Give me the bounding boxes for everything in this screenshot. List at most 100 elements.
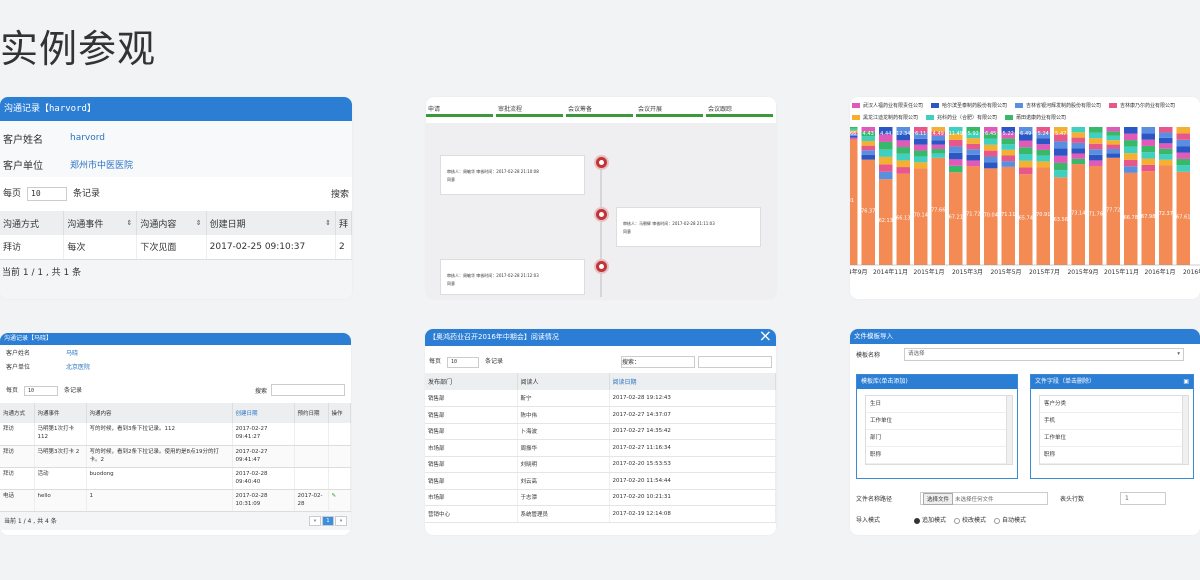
bar-top-label: 6.11 bbox=[915, 131, 926, 137]
legend-item[interactable]: 吉林省银河辉发制药股份有限公司 bbox=[1015, 100, 1101, 111]
records-table: 沟通方式 沟通事件 沟通内容 创建日期 预约日期 操作 拜访 马明第1次打卡 11… bbox=[0, 403, 351, 512]
sort-icon[interactable]: ⇕ bbox=[325, 219, 331, 227]
card-title: 文件模板导入 bbox=[854, 332, 893, 340]
bar-segment bbox=[1019, 174, 1033, 265]
customer-name-value[interactable]: harvord bbox=[70, 133, 106, 143]
column-header[interactable]: 创建日期 ⇕ bbox=[206, 211, 336, 235]
rows-input[interactable]: 1 bbox=[1120, 492, 1166, 505]
legend-item[interactable]: 黑龙江迪龙制药有限公司 bbox=[852, 113, 918, 124]
table-row[interactable]: 市场部 于志潭 2017-02-20 10:21:31 bbox=[425, 489, 776, 506]
bar-segment bbox=[1036, 149, 1050, 156]
legend-item[interactable]: 吉林康乃尔药业有限公司 bbox=[1109, 100, 1175, 111]
column-header[interactable]: 预约日期 bbox=[294, 403, 329, 423]
table-row[interactable]: 拜访 每次 下次见面 2017-02-25 09:10:37 2 bbox=[0, 235, 352, 260]
tab-prepare[interactable]: 会议筹备 bbox=[566, 97, 636, 123]
mode-radio-auto[interactable]: 自动模式 bbox=[994, 515, 1026, 524]
close-icon[interactable]: × bbox=[758, 329, 772, 345]
per-page-select[interactable]: 10 bbox=[447, 357, 480, 368]
page-button[interactable]: 1 bbox=[322, 515, 334, 526]
table-row[interactable]: 销售部 卜海波 2017-02-27 14:35:42 bbox=[425, 423, 776, 440]
read-status-card[interactable]: 【奥鸿药业召开2016年中期会】阅读情况 × 每页 10 条记录 搜索： 发布部门 阅… bbox=[425, 329, 776, 535]
tab-approval[interactable]: 审批流程 bbox=[496, 97, 566, 123]
per-page-select[interactable]: 10 bbox=[24, 385, 59, 396]
bar-segment bbox=[850, 128, 858, 131]
list-item[interactable]: 部门 bbox=[866, 430, 1012, 447]
bar-segment bbox=[1019, 127, 1033, 134]
list-item[interactable]: 客户分类 bbox=[1040, 396, 1188, 413]
choose-file-button[interactable]: 选择文件 bbox=[923, 492, 954, 505]
search-input[interactable] bbox=[271, 384, 345, 396]
customer-name-value[interactable]: 马晓 bbox=[66, 349, 79, 357]
column-header[interactable]: 阅读日期 bbox=[609, 373, 776, 390]
legend-item[interactable]: 兆科药业（合肥）有限公司 bbox=[926, 113, 997, 124]
bar-segment bbox=[966, 166, 980, 265]
column-header[interactable]: 沟通内容 bbox=[86, 403, 233, 423]
bar-segment bbox=[1176, 171, 1190, 265]
legend-item[interactable]: 莆田诺康药业有限公司 bbox=[1005, 113, 1066, 124]
stacked-bar-chart-card[interactable]: 武汉人福药业有限责任公司 哈尔滨圣泰制药股份有限公司 吉林省银河辉发制药股份有限公司… bbox=[850, 97, 1200, 299]
tab-track[interactable]: 会议跟踪 bbox=[706, 97, 776, 123]
bar-top-label: 12.34 bbox=[896, 131, 910, 137]
column-header[interactable]: 创建日期 bbox=[232, 403, 295, 423]
list-item[interactable]: 手机 bbox=[1040, 413, 1188, 430]
column-header[interactable]: 拜 bbox=[335, 211, 352, 235]
list-item[interactable]: 工作单位 bbox=[866, 413, 1012, 430]
mode-radio-review[interactable]: 校改模式 bbox=[954, 515, 986, 524]
tab-apply[interactable]: 申请 bbox=[426, 97, 496, 123]
list-item[interactable]: 职称 bbox=[1040, 447, 1188, 464]
customer-company-value[interactable]: 北京医院 bbox=[66, 363, 91, 371]
list-item[interactable]: 工作单位 bbox=[1040, 430, 1188, 447]
sort-icon[interactable]: ⇕ bbox=[195, 219, 202, 227]
legend-item[interactable]: 哈尔滨圣泰制药股份有限公司 bbox=[931, 100, 1007, 111]
scrollbar[interactable] bbox=[1006, 396, 1012, 464]
customer-company-value[interactable]: 郑州市中医医院 bbox=[70, 160, 134, 171]
column-header[interactable]: 沟通事件 bbox=[34, 403, 87, 423]
file-input[interactable]: 选择文件 未选择任何文件 bbox=[920, 492, 1048, 505]
column-header[interactable]: 操作 bbox=[328, 403, 351, 423]
list-item[interactable]: 生日 bbox=[866, 396, 1012, 413]
table-row[interactable]: 销售部 陈中伟 2017-02-27 14:37:07 bbox=[425, 406, 776, 424]
column-header[interactable]: 沟通内容 ⇕ bbox=[136, 211, 207, 235]
communication-record-detail-card[interactable]: 沟通记录【马晓】 客户姓名 马晓 客户单位 北京医院 每页 10 条记录 搜索 沟通方式… bbox=[0, 333, 351, 535]
bar-segment bbox=[949, 159, 963, 166]
bar-top-label: 4.43 bbox=[863, 131, 874, 137]
bar-segment bbox=[1176, 165, 1190, 172]
table-row[interactable]: 市场部 周振华 2017-02-27 11:16:34 bbox=[425, 439, 776, 457]
bar-segment bbox=[1141, 133, 1155, 140]
save-icon[interactable]: ▣ bbox=[1183, 378, 1189, 385]
template-select[interactable]: 请选择 ▾ bbox=[904, 347, 1185, 361]
legend-item[interactable]: 武汉人福药业有限责任公司 bbox=[852, 100, 923, 111]
search-input[interactable] bbox=[698, 356, 772, 368]
tab-conduct[interactable]: 会议开展 bbox=[636, 97, 706, 123]
table-row[interactable]: 销售部 刘云高 2017-02-20 11:54:44 bbox=[425, 472, 776, 490]
prev-page-button[interactable]: « bbox=[309, 515, 321, 526]
table-row[interactable]: 电话 hello 1 2017-02-28 10:31:09 2017-02-28 ✎ bbox=[0, 489, 351, 512]
list-item[interactable]: 职称 bbox=[866, 447, 1012, 464]
edit-icon[interactable]: ✎ bbox=[328, 489, 351, 512]
communication-record-card[interactable]: 沟通记录【harvord】 客户姓名 harvord 客户单位 郑州市中医医院 每页… bbox=[0, 97, 352, 299]
column-header[interactable]: 沟通方式 bbox=[0, 211, 65, 235]
file-template-import-card[interactable]: 文件模板导入 模板名称 请选择 ▾ 模板库(单击添加) 生日 工作单位 部门 职称… bbox=[850, 329, 1200, 535]
table-row[interactable]: 拜访 活动 buodong 2017-02-28 09:40:40 bbox=[0, 467, 351, 490]
table-row[interactable]: 营销中心 系统管理员 2017-02-19 12:14:08 bbox=[425, 505, 776, 523]
column-header[interactable]: 沟通事件 ⇕ bbox=[63, 211, 138, 235]
table-cell: 拜访 bbox=[0, 423, 35, 446]
mode-radio-append[interactable]: 追加模式 bbox=[914, 515, 946, 524]
approval-flow-card[interactable]: 申请 审批流程 会议筹备 会议开展 会议跟踪 审核人：周敏华 审核时间：2017… bbox=[426, 97, 776, 299]
table-row[interactable]: 拜访 马明第1次打卡 112 写的时候，看到3条下拉记录。112 2017-02-27… bbox=[0, 423, 351, 446]
next-page-button[interactable]: » bbox=[335, 515, 347, 526]
table-cell: 马明第3次打卡 2 bbox=[34, 445, 87, 468]
per-page-select[interactable]: 10 bbox=[27, 186, 68, 201]
scrollbar[interactable] bbox=[1182, 396, 1188, 464]
bar-segment bbox=[896, 167, 910, 174]
bar-label: 66.78 bbox=[1124, 215, 1138, 221]
column-header[interactable]: 阅读人 bbox=[517, 373, 610, 390]
table-row[interactable]: 拜访 马明第3次打卡 2 写的时候，看到2条下拉记录。使用的是8点19分的打卡。2 2… bbox=[0, 445, 351, 468]
bar-segment bbox=[949, 172, 963, 265]
table-row[interactable]: 销售部 刘晓明 2017-02-20 15:53:53 bbox=[425, 456, 776, 473]
column-header[interactable]: 发布部门 bbox=[425, 373, 518, 390]
table-cell: 营销中心 bbox=[425, 505, 518, 523]
column-header[interactable]: 沟通方式 bbox=[0, 403, 35, 423]
sort-icon[interactable]: ⇕ bbox=[126, 219, 133, 227]
table-row[interactable]: 销售部 靳宁 2017-02-28 19:12:43 bbox=[425, 390, 776, 407]
